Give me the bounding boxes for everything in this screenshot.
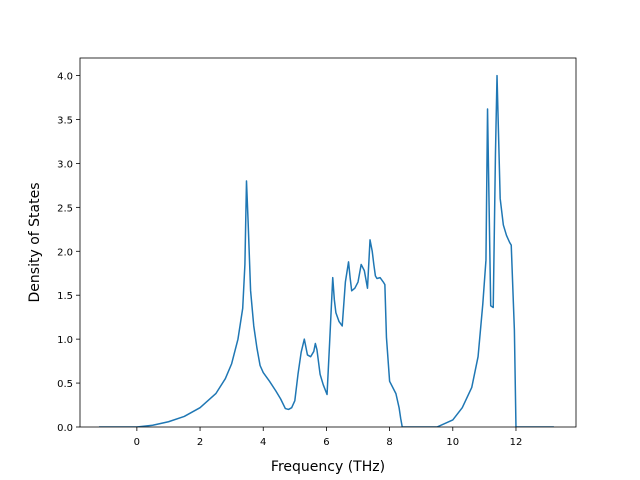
x-tick-label: 8 [386,437,392,448]
y-tick-label: 1.0 [57,335,73,346]
y-tick-label: 4.0 [57,72,73,83]
y-tick-label: 3.5 [57,116,73,127]
x-tick-label: 0 [134,437,140,448]
x-tick-label: 6 [323,437,329,448]
y-axis: 0.0 0.5 1.0 1.5 2.0 2.5 3.0 3.5 4.0 [57,72,80,434]
y-tick-label: 3.0 [57,159,73,170]
x-axis-label: Frequency (THz) [271,459,385,475]
plot-area [98,74,554,427]
y-axis-label: Density of States [27,183,43,303]
y-tick-label: 0.5 [57,379,73,390]
axes-frame [79,57,577,428]
x-tick-label: 12 [510,437,523,448]
y-tick-label: 1.5 [57,291,73,302]
x-tick-label: 4 [260,437,266,448]
y-tick-label: 2.0 [57,247,73,258]
dos-series-line [98,74,554,427]
y-tick-label: 0.0 [57,423,73,434]
x-tick-label: 10 [446,437,459,448]
x-tick-label: 2 [197,437,203,448]
y-tick-label: 2.5 [57,203,73,214]
x-axis: 0 2 4 6 8 10 12 [134,427,523,448]
